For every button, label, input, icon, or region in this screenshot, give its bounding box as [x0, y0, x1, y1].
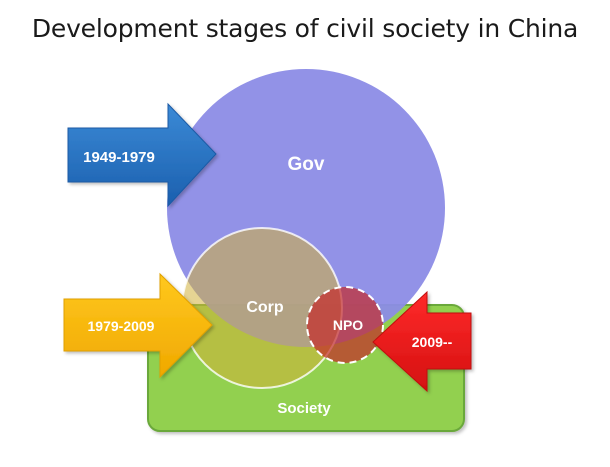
- corp-label: Corp: [246, 299, 284, 316]
- society-label: Society: [277, 400, 331, 417]
- stage-label-1949-1979: 1949-1979: [83, 149, 155, 166]
- npo-label: NPO: [333, 317, 363, 333]
- npo-circle: [306, 286, 384, 364]
- stage-label-2009: 2009--: [412, 334, 453, 350]
- gov-label: Gov: [288, 154, 325, 175]
- stage-arrow-1949-1979: 1949-1979: [67, 102, 217, 208]
- stage-arrow-2009: 2009--: [372, 290, 472, 393]
- diagram-title: Development stages of civil society in C…: [31, 14, 579, 43]
- stage-label-1979-2009: 1979-2009: [88, 318, 155, 334]
- stage-arrow-1979-2009: 1979-2009: [63, 272, 213, 379]
